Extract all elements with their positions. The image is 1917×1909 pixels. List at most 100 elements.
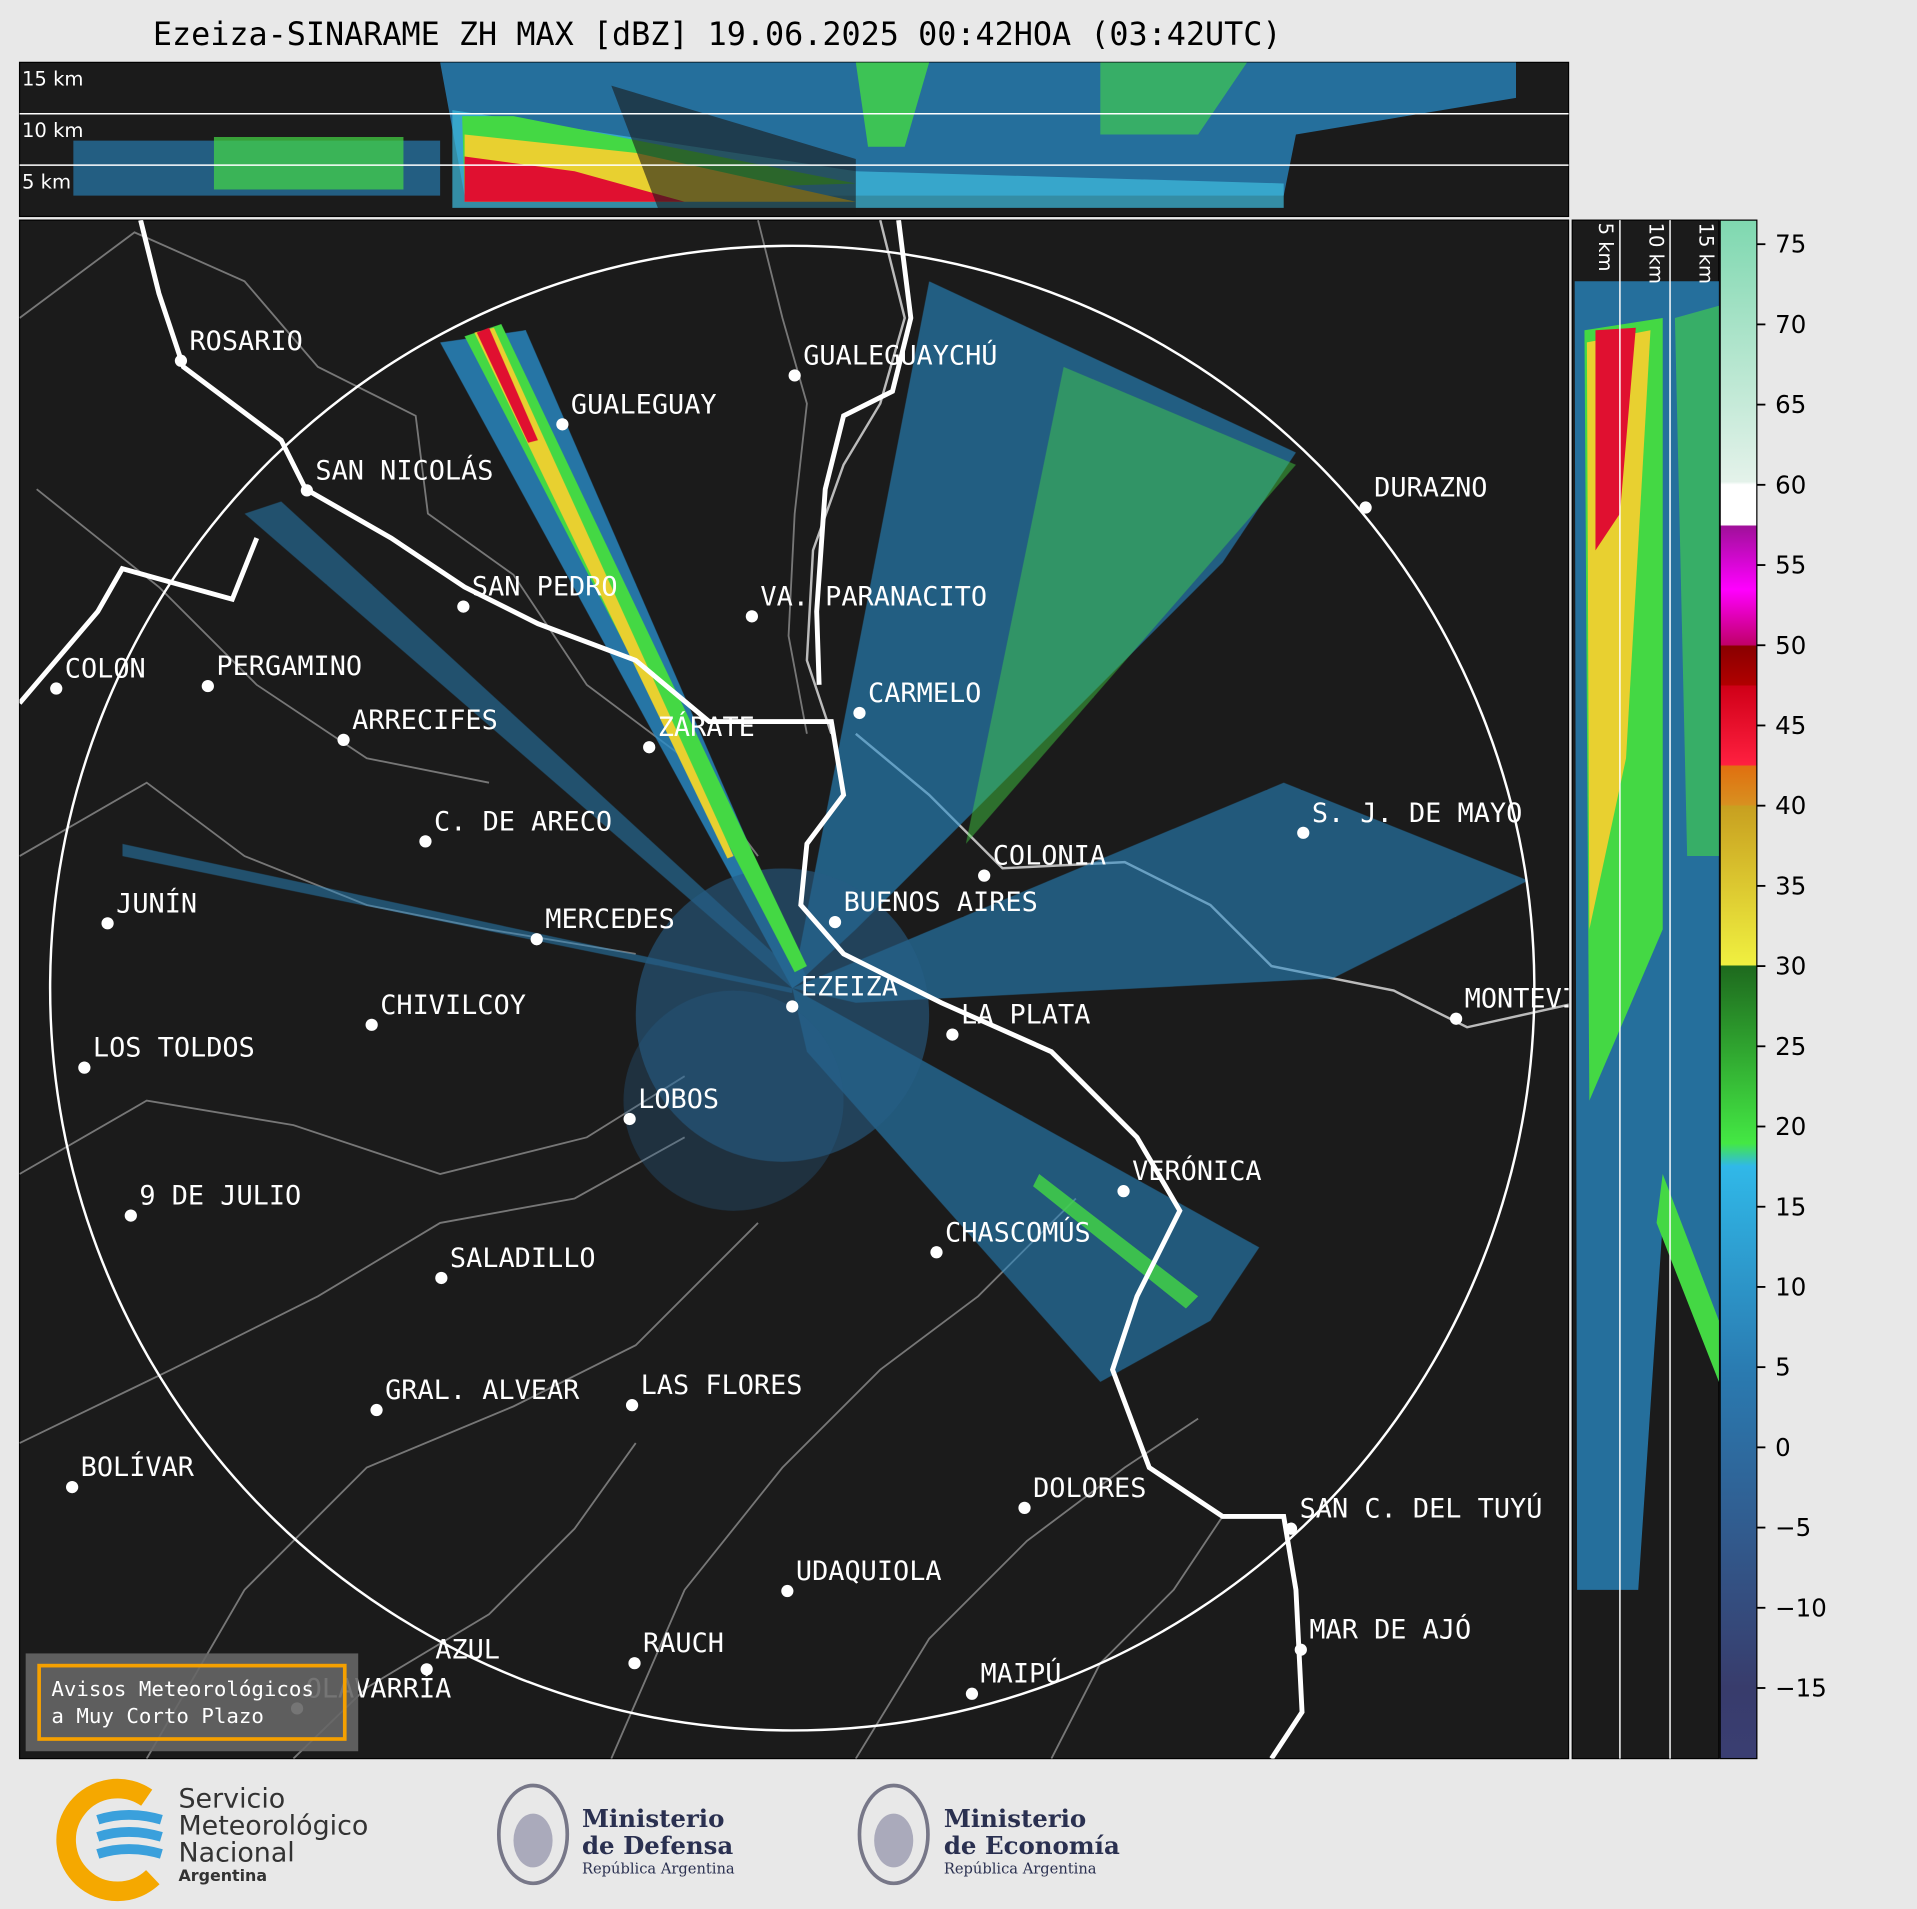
colorbar-tick-label: 15 [1775, 1192, 1806, 1221]
logo-text: Nacional [178, 1837, 294, 1868]
city-label: CHASCOMÚS [945, 1216, 1091, 1248]
warning-box [37, 1663, 347, 1741]
colorbar-ticks: −15 −10 −5 0 5 10 15 20 25 30 35 40 45 50 55 60 65 70 75 [1756, 230, 1827, 1703]
logo-text: Ministerio [582, 1804, 724, 1833]
colorbar-tick-label: 35 [1775, 871, 1806, 900]
height-label: 10 km [22, 119, 83, 142]
city-dot [1018, 1501, 1031, 1514]
colorbar-tick-label: −5 [1775, 1513, 1811, 1542]
city-label: COLON [65, 654, 146, 685]
city-label: UDAQUIOLA [796, 1556, 942, 1587]
strong-echoes [464, 324, 1296, 1309]
city-dot [965, 1687, 979, 1700]
city-label: C. DE ARECO [434, 806, 612, 837]
city-label: GRAL. ALVEAR [385, 1375, 580, 1406]
city-dot [781, 1584, 794, 1598]
city-dot [745, 610, 758, 623]
colorbar-tick-label: 45 [1775, 711, 1806, 740]
colorbar-tick-label: −15 [1775, 1674, 1827, 1703]
logo-text: Servicio [178, 1783, 285, 1814]
city-dot [101, 917, 114, 930]
city-dot [174, 354, 188, 367]
city-dot [628, 1657, 641, 1670]
city-dot [930, 1246, 943, 1259]
range-ring [48, 244, 1536, 1732]
city-label: SALADILLO [450, 1243, 596, 1274]
city-dot [946, 1028, 959, 1041]
city-label: MAR DE AJÓ [1309, 1614, 1471, 1646]
radar-echoes [122, 281, 1529, 1382]
map-layer: ROSARIO GUALEGUAYCHÚ GUALEGUAY SAN NICOLÁS D… [19, 220, 1627, 1759]
warning-text: Avisos Meteorológicos [51, 1677, 314, 1701]
logo-text: de Economía [944, 1831, 1120, 1860]
city-label: VERÓNICA [1132, 1155, 1262, 1187]
city-label: SAN C. DEL TUYÚ [1300, 1493, 1543, 1525]
colorbar-tick-label: 10 [1775, 1272, 1806, 1301]
city-label: CHIVILCOY [380, 990, 526, 1021]
city-dot [78, 1061, 91, 1074]
title: Ezeiza-SINARAME ZH MAX [dBZ] 19.06.2025 … [153, 16, 1282, 53]
city-label: LOS TOLDOS [93, 1033, 255, 1064]
city-dot [828, 915, 842, 929]
city-dot [1294, 1643, 1307, 1656]
city-label: BUENOS AIRES [844, 887, 1038, 918]
city-label: SAN NICOLÁS [315, 454, 493, 486]
colorbar-tick-label: 40 [1775, 791, 1806, 820]
city-dot [1449, 1012, 1463, 1025]
colorbar-tick-label: 75 [1775, 230, 1806, 259]
city-label: RAUCH [643, 1628, 724, 1659]
colorbar-tick-label: 70 [1775, 310, 1806, 339]
city-dot [201, 679, 214, 693]
city-dot [623, 1112, 636, 1126]
smn-logo: Servicio Meteorológico Nacional Argentin… [56, 1778, 368, 1902]
logo-text: Ministerio [944, 1804, 1086, 1833]
city-dot [1359, 501, 1372, 514]
logo-text: Meteorológico [178, 1810, 368, 1841]
height-label: 15 km [1694, 223, 1717, 284]
city-dot [788, 369, 801, 382]
city-label: BOLÍVAR [81, 1451, 195, 1483]
logo-text: República Argentina [944, 1861, 1097, 1878]
height-label: 10 km [1644, 223, 1667, 284]
city-dot [337, 733, 350, 746]
city-dot [556, 418, 569, 431]
height-label: 15 km [22, 68, 83, 91]
city-dot [978, 869, 991, 882]
city-label: JUNÍN [116, 887, 197, 919]
colorbar-tick-label: 55 [1775, 551, 1806, 580]
city-dot [625, 1399, 639, 1412]
right-echoes [1574, 281, 1719, 1590]
city-label: GUALEGUAY [571, 389, 717, 420]
colorbar-tick-label: 50 [1775, 631, 1806, 660]
city-label: ZÁRATE [658, 711, 755, 743]
city-dot [66, 1480, 79, 1494]
city-label: SAN PEDRO [472, 572, 618, 603]
coastline [19, 220, 1305, 1759]
city-label: LOBOS [638, 1084, 719, 1115]
economia-logo: Ministerio de Economía República Argenti… [857, 1783, 1120, 1886]
city-dot [853, 706, 866, 720]
city-dot [786, 1000, 799, 1013]
city-label: MONTEVIDEO [1465, 984, 1627, 1015]
colorbar-tick-label: 0 [1775, 1433, 1791, 1462]
city-dot [435, 1271, 448, 1285]
logo-text: República Argentina [582, 1861, 735, 1878]
warning-text: a Muy Corto Plazo [51, 1704, 264, 1728]
city-dot [300, 484, 313, 497]
city-label: MERCEDES [545, 904, 675, 935]
city-label: COLONIA [993, 841, 1106, 872]
city-label: VA. PARANACITO [760, 581, 987, 612]
city-dot [1117, 1185, 1130, 1198]
city-label: LAS FLORES [641, 1370, 803, 1401]
colorbar-tick-label: 60 [1775, 470, 1806, 499]
city-dot [1284, 1522, 1298, 1535]
city-dot [420, 1663, 433, 1676]
top-echoes [73, 62, 1516, 215]
colorbar-tick-label: 5 [1775, 1353, 1791, 1382]
city-label: LA PLATA [961, 1000, 1091, 1031]
city-label: PERGAMINO [216, 651, 362, 682]
colorbar-tick-label: 30 [1775, 952, 1806, 981]
colorbar-tick-label: 65 [1775, 390, 1806, 419]
city-dot [419, 835, 432, 848]
